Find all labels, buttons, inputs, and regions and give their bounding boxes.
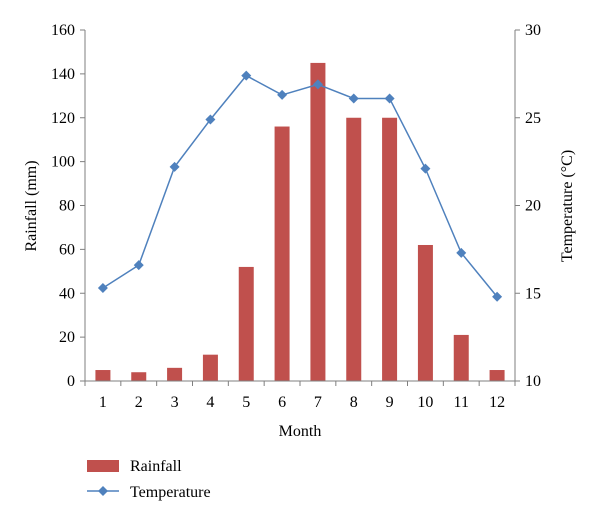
rainfall-bars xyxy=(95,62,505,381)
x-tick-label: 5 xyxy=(242,394,250,411)
x-tick-label: 6 xyxy=(278,394,286,411)
temperature-point-12 xyxy=(492,291,503,302)
x-tick-label: 8 xyxy=(350,394,358,411)
x-tick-label: 4 xyxy=(206,394,214,411)
x-tick-label: 12 xyxy=(489,394,505,411)
x-tick-label: 10 xyxy=(417,394,433,411)
y2-tick-label: 30 xyxy=(525,22,541,39)
y2-tick-label: 15 xyxy=(525,285,541,302)
y-tick-label: 100 xyxy=(51,154,75,171)
temperature-point-2 xyxy=(133,260,144,271)
temperature-point-1 xyxy=(97,282,108,293)
x-tick-label: 7 xyxy=(314,394,322,411)
y2-axis-label: Temperature (°C) xyxy=(559,150,576,262)
temperature-point-8 xyxy=(348,93,359,104)
y-axis-label: Rainfall (mm) xyxy=(23,160,40,251)
temperature-point-6 xyxy=(277,89,288,100)
y2-tick-label: 20 xyxy=(525,198,541,215)
legend-temperature-label: Temperature xyxy=(130,484,211,501)
y-tick-label: 120 xyxy=(51,110,75,127)
rainfall-bar-10 xyxy=(417,244,433,381)
temperature-point-9 xyxy=(384,93,395,104)
rainfall-bar-1 xyxy=(95,370,111,381)
x-tick-label: 11 xyxy=(454,394,469,411)
temperature-point-7 xyxy=(312,79,323,90)
rainfall-bar-6 xyxy=(274,126,290,381)
y-tick-label: 160 xyxy=(51,22,75,39)
temperature-point-4 xyxy=(205,114,216,125)
legend-rainfall-label: Rainfall xyxy=(130,458,182,475)
temperature-line xyxy=(97,70,503,302)
legend-rainfall-swatch xyxy=(87,460,119,472)
rainfall-bar-9 xyxy=(382,117,398,381)
x-tick-label: 9 xyxy=(386,394,394,411)
y-tick-label: 40 xyxy=(59,285,75,302)
y-tick-label: 80 xyxy=(59,198,75,215)
x-tick-label: 3 xyxy=(171,394,179,411)
temperature-point-11 xyxy=(456,247,467,258)
legend: Rainfall Temperature xyxy=(87,458,211,501)
rainfall-bar-3 xyxy=(167,367,183,381)
rainfall-bar-4 xyxy=(202,354,218,381)
x-axis-label: Month xyxy=(279,423,322,440)
rainfall-bar-5 xyxy=(238,266,254,381)
x-tick-label: 2 xyxy=(135,394,143,411)
rainfall-bar-12 xyxy=(489,370,505,381)
x-tick-label: 1 xyxy=(99,394,107,411)
y-tick-label: 20 xyxy=(59,329,75,346)
rainfall-bar-8 xyxy=(346,117,362,381)
temperature-point-3 xyxy=(169,161,180,172)
rainfall-bar-11 xyxy=(453,334,469,381)
y-tick-label: 60 xyxy=(59,241,75,258)
rainfall-bar-7 xyxy=(310,62,326,381)
y-tick-label: 140 xyxy=(51,66,75,83)
legend-temperature-marker xyxy=(98,486,108,496)
temperature-point-5 xyxy=(241,70,252,81)
y-tick-label: 0 xyxy=(67,373,75,390)
temperature-point-10 xyxy=(420,163,431,174)
temperature-series-line xyxy=(102,74,498,298)
y2-tick-label: 10 xyxy=(525,373,541,390)
y2-tick-label: 25 xyxy=(525,110,541,127)
rainfall-bar-2 xyxy=(131,372,147,381)
